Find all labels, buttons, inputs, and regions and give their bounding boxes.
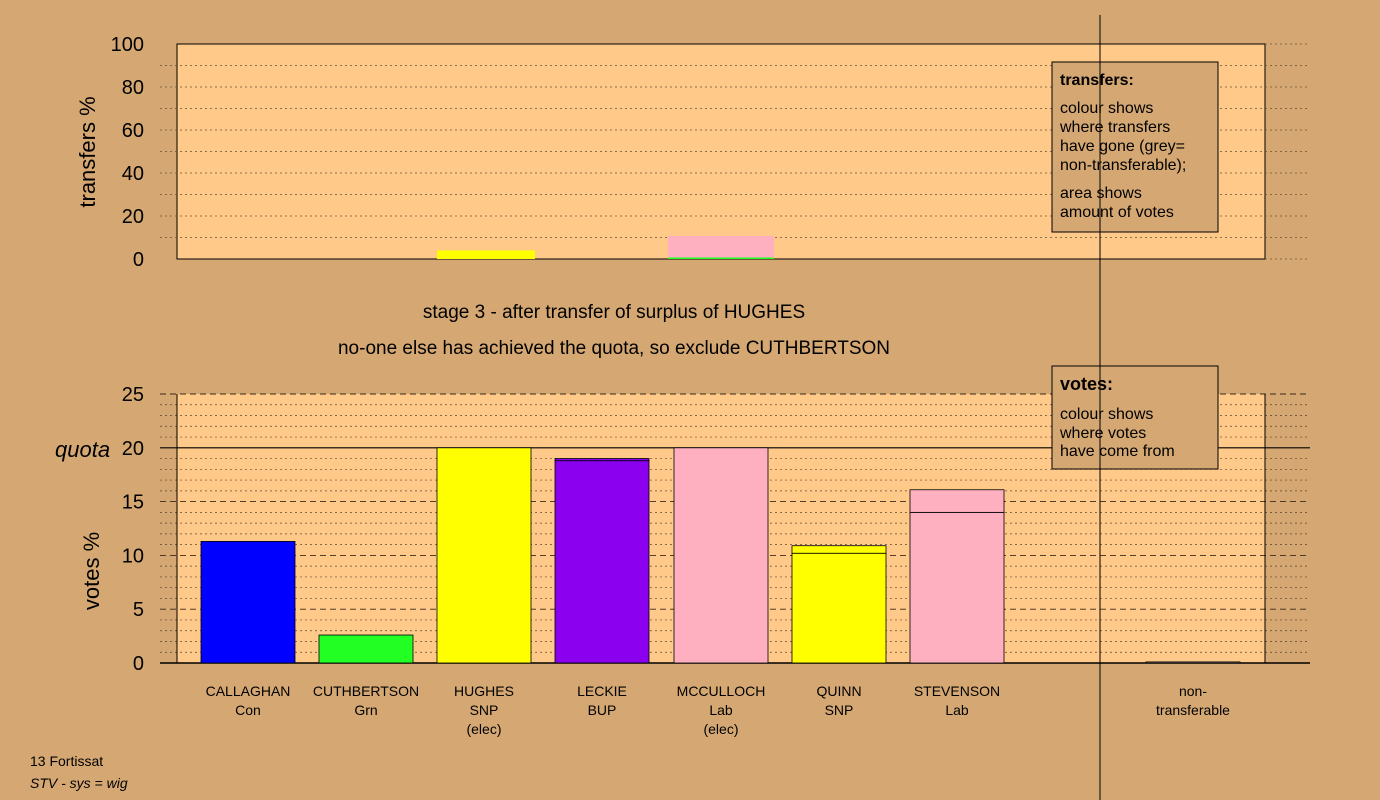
transfers-bar-hughes [437, 250, 535, 259]
transfers-legend: transfers: colour shows where transfers … [1051, 61, 1219, 233]
x-label-stevenson: STEVENSON [914, 683, 1000, 699]
transfers-legend-title: transfers: [1060, 72, 1134, 89]
votes-y-tick-label: 0 [133, 653, 144, 675]
x-label-leckie: BUP [588, 702, 617, 718]
votes-bar-nontransferable [1145, 661, 1241, 664]
transfers-gridlines [160, 43, 1310, 260]
votes-bar-stevenson [909, 511, 1005, 664]
votes-legend-line: have come from [1060, 443, 1175, 460]
transfers-legend-line: area shows [1060, 185, 1142, 202]
votes-bar-quinn [791, 545, 887, 554]
x-label-mcculloch: (elec) [703, 721, 738, 737]
x-label-cuthbertson: CUTHBERTSON [313, 683, 419, 699]
transfers-y-tick-label: 80 [122, 77, 144, 99]
transfers-legend-line: non-transferable); [1060, 157, 1186, 174]
votes-bars [200, 447, 1241, 664]
transfers-y-tick-label: 100 [111, 34, 144, 56]
votes-legend-line: where votes [1059, 425, 1146, 442]
votes-y-tick-label: 25 [122, 384, 144, 406]
transfers-y-tick-label: 60 [122, 120, 144, 142]
votes-bar-callaghan [200, 541, 296, 664]
transfers-y-axis-label: transfers % [75, 96, 100, 207]
footer-line2: STV - sys = wig [30, 775, 128, 791]
x-label-hughes: SNP [470, 702, 499, 718]
transfers-y-tick-label: 20 [122, 206, 144, 228]
votes-bar-quinn [791, 552, 887, 664]
x-label-hughes: HUGHES [454, 683, 514, 699]
transfers-legend-line: amount of votes [1060, 204, 1174, 221]
transfers-bar-mcculloch [668, 257, 774, 259]
x-label-quinn: SNP [825, 702, 854, 718]
transfers-bars [437, 235, 774, 259]
votes-y-tick-label: 15 [122, 492, 144, 514]
votes-bar-stevenson [909, 489, 1005, 513]
x-label-nontransferable: transferable [1156, 702, 1230, 718]
votes-legend-line: colour shows [1060, 406, 1153, 423]
x-label-callaghan: CALLAGHAN [206, 683, 291, 699]
votes-bar-leckie [554, 460, 650, 664]
votes-legend-title: votes: [1060, 374, 1113, 394]
transfers-y-tick-label: 40 [122, 163, 144, 185]
x-label-hughes: (elec) [466, 721, 501, 737]
x-label-quinn: QUINN [816, 683, 861, 699]
votes-y-axis-label: votes % [79, 532, 104, 610]
x-label-mcculloch: MCCULLOCH [677, 683, 766, 699]
x-label-callaghan: Con [235, 702, 261, 718]
votes-bar-hughes [436, 447, 532, 664]
votes-x-labels: CALLAGHAN Con CUTHBERTSON Grn HUGHES SNP (elec… [206, 683, 1231, 737]
votes-bar-cuthbertson [318, 634, 414, 664]
x-label-mcculloch: Lab [709, 702, 733, 718]
x-label-leckie: LECKIE [577, 683, 627, 699]
transfers-legend-line: colour shows [1060, 100, 1153, 117]
footer-line1: 13 Fortissat [30, 753, 103, 769]
transfers-legend-line: where transfers [1059, 119, 1170, 136]
votes-y-ticks: 0 5 10 15 20 25 [122, 384, 144, 675]
x-label-cuthbertson: Grn [354, 702, 377, 718]
stage-subtitle: no-one else has achieved the quota, so e… [338, 338, 890, 359]
votes-y-tick-label: 5 [133, 599, 144, 621]
stage-title: stage 3 - after transfer of surplus of H… [423, 302, 805, 323]
votes-bar-leckie [554, 458, 650, 462]
x-label-stevenson: Lab [945, 702, 969, 718]
transfers-legend-line: have gone (grey= [1060, 138, 1185, 155]
transfers-bar-mcculloch [668, 235, 774, 258]
transfers-y-tick-label: 0 [133, 249, 144, 271]
transfers-y-ticks: 0 20 40 60 80 100 [111, 34, 144, 271]
votes-y-tick-label: 10 [122, 545, 144, 567]
votes-legend: votes: colour shows where votes have com… [1051, 365, 1219, 470]
x-label-nontransferable: non- [1179, 683, 1207, 699]
quota-label: quota [55, 437, 110, 462]
votes-bar-mcculloch [673, 447, 769, 664]
votes-y-tick-label: 20 [122, 438, 144, 460]
